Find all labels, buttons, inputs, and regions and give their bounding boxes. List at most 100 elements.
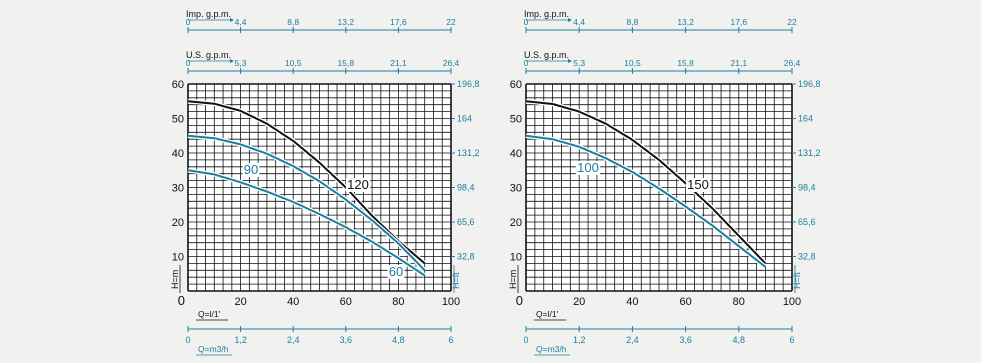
origin-label: 0 — [178, 293, 185, 308]
series-label: 60 — [389, 264, 403, 279]
top-axis-label: U.S. g.p.m. — [524, 50, 569, 60]
ft-tick-label: 65,6 — [798, 217, 816, 227]
top-axis-label: Imp. g.p.m. — [524, 9, 569, 19]
y-tick-label: 30 — [510, 183, 522, 195]
top-axis-arrowhead — [230, 18, 234, 22]
top-axis-tick-label: 8,8 — [626, 17, 638, 27]
top-axis-tick-label: 26,4 — [784, 58, 801, 68]
y-tick-label: 20 — [510, 217, 522, 229]
top-axis-label: Imp. g.p.m. — [186, 9, 231, 19]
x-tick-label: 20 — [234, 296, 246, 308]
top-axis-tick-label: 21,1 — [731, 58, 748, 68]
top-axis-tick-label: 15,8 — [338, 58, 355, 68]
x-tick-label: 40 — [287, 296, 299, 308]
y-tick-label: 50 — [510, 114, 522, 126]
y-tick-label: 60 — [510, 79, 522, 91]
top-axis-tick-label: 17,6 — [731, 17, 748, 27]
x-axis-label: Q=l/1' — [198, 309, 221, 319]
top-axis-tick-label: 21,1 — [390, 58, 407, 68]
bottom-axis-tick-label: 3,6 — [340, 335, 353, 345]
y2-axis-label: H=ft — [792, 272, 802, 289]
series-label-bg — [345, 178, 371, 192]
top-axis-tick-label: 0 — [524, 58, 529, 68]
x-tick-label: 80 — [733, 296, 745, 308]
x-tick-label: 20 — [573, 296, 585, 308]
top-axis-tick-label: 5,3 — [235, 58, 247, 68]
bottom-axis-tick-label: 3,6 — [679, 335, 692, 345]
ft-tick-label: 196,8 — [798, 79, 821, 89]
y-tick-label: 30 — [172, 183, 184, 195]
series-label-bg — [575, 161, 601, 175]
top-axis-tick-label: 17,6 — [390, 17, 407, 27]
top-axis-tick-label: 15,8 — [677, 58, 694, 68]
top-axis-tick-label: 4,4 — [573, 17, 585, 27]
y-axis-label: H=m — [170, 270, 180, 289]
y-tick-label: 20 — [172, 217, 184, 229]
top-axis-tick-label: 4,4 — [235, 17, 247, 27]
x-tick-label: 60 — [340, 296, 352, 308]
series-label-bg — [242, 163, 260, 177]
bottom-axis-tick-label: 2,4 — [626, 335, 639, 345]
y2-axis-label: H=ft — [451, 272, 461, 289]
ft-tick-label: 131,2 — [798, 148, 821, 158]
top-axis-tick-label: 0 — [524, 17, 529, 27]
x-tick-label: 100 — [783, 296, 801, 308]
series-label: 120 — [347, 177, 369, 192]
origin-label: 0 — [516, 293, 523, 308]
ft-tick-label: 32,8 — [457, 252, 475, 262]
top-axis-tick-label: 8,8 — [287, 17, 299, 27]
series-curve-120 — [187, 100, 426, 265]
bottom-axis-label: Q=m3/h — [536, 344, 567, 354]
series-label: 150 — [687, 177, 709, 192]
x-tick-label: 100 — [442, 296, 460, 308]
top-axis-tick-label: 13,2 — [338, 17, 355, 27]
series-label-bg — [387, 265, 405, 279]
top-axis-arrowhead — [568, 59, 572, 63]
ft-tick-label: 164 — [457, 114, 472, 124]
series-curve-60 — [187, 169, 426, 277]
y-tick-label: 10 — [510, 252, 522, 264]
top-axis-tick-label: 22 — [446, 17, 456, 27]
bottom-axis-tick-label: 1,2 — [234, 335, 247, 345]
bottom-axis-tick-label: 1,2 — [573, 335, 586, 345]
bottom-axis-tick-label: 6 — [789, 335, 794, 345]
y-tick-label: 10 — [172, 252, 184, 264]
top-axis-tick-label: 0 — [186, 58, 191, 68]
bottom-axis-tick-label: 0 — [523, 335, 528, 345]
ft-tick-label: 65,6 — [457, 217, 475, 227]
bottom-axis-tick-label: 4,8 — [392, 335, 405, 345]
top-axis-tick-label: 26,4 — [443, 58, 460, 68]
bottom-axis-tick-label: 2,4 — [287, 335, 300, 345]
ft-tick-label: 131,2 — [457, 148, 480, 158]
top-axis-tick-label: 22 — [787, 17, 797, 27]
bottom-axis-label: Q=m3/h — [198, 344, 229, 354]
series-label: 90 — [244, 162, 258, 177]
x-axis-label: Q=l/1' — [536, 309, 559, 319]
bottom-axis-tick-label: 0 — [185, 335, 190, 345]
series-curve-100 — [525, 134, 767, 268]
top-axis-tick-label: 10,5 — [624, 58, 641, 68]
top-axis-label: U.S. g.p.m. — [186, 50, 231, 60]
y-tick-label: 40 — [510, 148, 522, 160]
ft-tick-label: 98,4 — [457, 183, 475, 193]
ft-tick-label: 32,8 — [798, 252, 816, 262]
y-tick-label: 40 — [172, 148, 184, 160]
bottom-axis-tick-label: 6 — [448, 335, 453, 345]
ft-tick-label: 98,4 — [798, 183, 816, 193]
bottom-axis-tick-label: 4,8 — [733, 335, 746, 345]
top-axis-arrowhead — [568, 18, 572, 22]
top-axis-tick-label: 5,3 — [573, 58, 585, 68]
ft-tick-label: 164 — [798, 114, 813, 124]
series-curve-90 — [187, 134, 426, 271]
top-axis-arrowhead — [230, 59, 234, 63]
series-label-bg — [685, 178, 711, 192]
top-axis-tick-label: 10,5 — [285, 58, 302, 68]
x-tick-label: 60 — [679, 296, 691, 308]
ft-tick-label: 196,8 — [457, 79, 480, 89]
y-tick-label: 50 — [172, 114, 184, 126]
y-tick-label: 60 — [172, 79, 184, 91]
series-curve-150 — [525, 100, 767, 265]
top-axis-tick-label: 0 — [186, 17, 191, 27]
